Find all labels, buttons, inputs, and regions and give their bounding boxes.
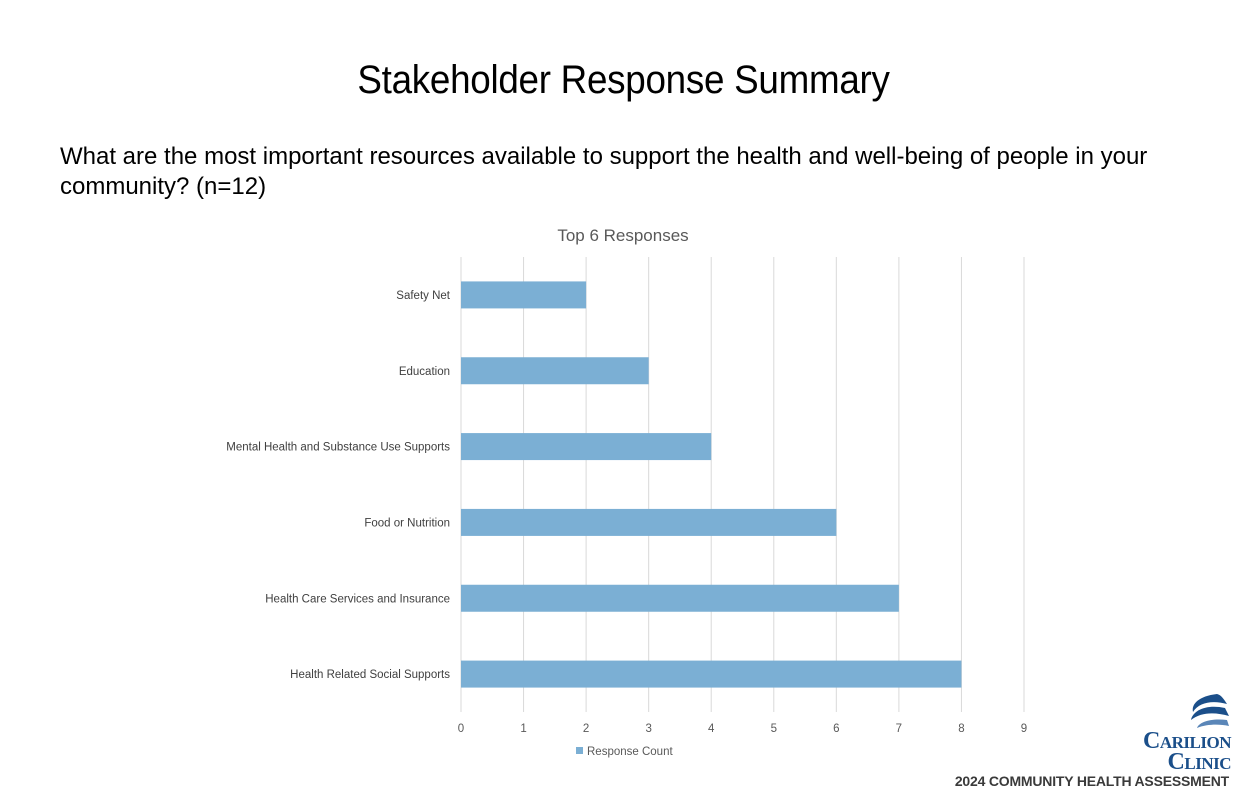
x-tick-label: 6 [833, 723, 839, 735]
chart-title: Top 6 Responses [557, 226, 688, 245]
category-label: Food or Nutrition [364, 517, 450, 529]
assessment-caption: 2024 COMMUNITY HEALTH ASSESSMENT [954, 773, 1229, 789]
category-label: Safety Net [396, 290, 450, 302]
bar [461, 660, 962, 688]
legend-label: Response Count [587, 746, 673, 758]
bar-series [461, 281, 962, 688]
logo-wordmark-carilion: Carilion [1143, 728, 1231, 754]
category-label: Education [399, 366, 450, 378]
x-tick-label: 9 [1021, 723, 1027, 735]
x-tick-label: 3 [645, 723, 651, 735]
category-label: Mental Health and Substance Use Supports [226, 442, 450, 454]
survey-question: What are the most important resources av… [60, 143, 1148, 200]
gridlines [460, 257, 1025, 712]
x-tick-label: 5 [771, 723, 777, 735]
carilion-swoosh-icon [1191, 694, 1229, 728]
category-labels: Safety Net Education Mental Health and Sub… [226, 290, 451, 681]
x-tick-label: 8 [958, 723, 964, 735]
x-tick-label: 0 [458, 723, 464, 735]
category-label: Health Care Services and Insurance [265, 593, 450, 605]
slide-title: Stakeholder Response Summary [357, 58, 890, 102]
bar [461, 281, 587, 309]
legend-swatch [576, 747, 583, 754]
chart-legend: Response Count [576, 746, 673, 758]
x-tick-label: 4 [708, 723, 715, 735]
logo-wordmark-clinic: Clinic [1167, 749, 1232, 775]
x-tick-labels: 0 1 2 3 4 5 6 7 8 9 [458, 723, 1027, 735]
x-tick-label: 2 [583, 723, 589, 735]
x-tick-label: 1 [520, 723, 526, 735]
x-tick-label: 7 [896, 723, 902, 735]
bar [461, 357, 649, 385]
bar [461, 584, 899, 612]
bar [461, 433, 712, 461]
category-label: Health Related Social Supports [290, 669, 450, 681]
bar [461, 508, 837, 536]
